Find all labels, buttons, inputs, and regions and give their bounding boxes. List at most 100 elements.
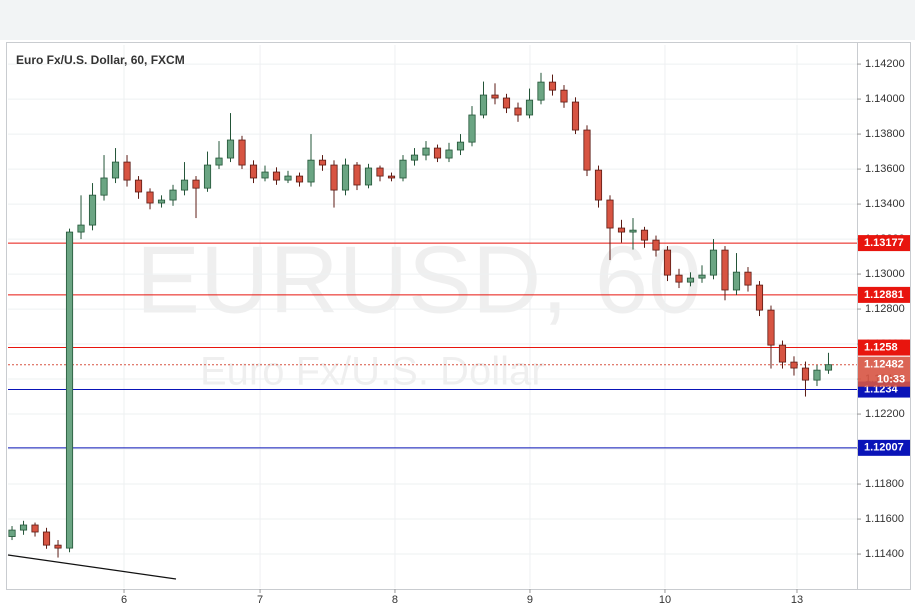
candle-body	[376, 167, 384, 177]
axes: 1.142001.140001.138001.136001.134001.132…	[121, 58, 910, 606]
candle-body	[721, 249, 729, 291]
y-tick-label: 1.11400	[865, 548, 904, 560]
y-tick-label: 1.14000	[865, 93, 905, 105]
candle-body	[19, 524, 28, 531]
candle-body	[813, 369, 821, 381]
candle-body	[123, 161, 131, 181]
candle-body	[238, 139, 246, 166]
candle-body	[571, 101, 580, 131]
candle-body	[77, 224, 85, 233]
candle-body	[215, 157, 223, 166]
countdown: 10:33	[877, 374, 905, 386]
candle-body	[652, 239, 660, 251]
candle-body	[318, 159, 327, 166]
candle-body	[422, 147, 430, 156]
candle-body	[675, 274, 683, 283]
candle-body	[42, 531, 51, 546]
candle-body	[387, 175, 396, 179]
candle-body	[755, 284, 764, 311]
candle-body	[111, 161, 120, 179]
watermark-symbol: EURUSD, 60	[136, 226, 702, 333]
candle-body	[100, 177, 108, 196]
candle-body	[295, 175, 304, 183]
candle-body	[353, 164, 361, 186]
candle-body	[709, 249, 718, 276]
candle-body	[560, 89, 568, 103]
candle-body	[261, 171, 269, 179]
candle-body	[698, 274, 706, 279]
candle-body	[640, 229, 649, 241]
top-bar	[0, 0, 915, 40]
candle-body	[65, 231, 74, 549]
candle-body	[617, 227, 626, 233]
candle-body	[146, 191, 154, 204]
candle-body	[778, 344, 787, 363]
candle-body	[341, 164, 350, 191]
y-tick-label: 1.14200	[865, 58, 905, 70]
candle-body	[272, 171, 281, 181]
candle-body	[629, 229, 637, 233]
candle-body	[134, 179, 143, 193]
candle-body	[433, 147, 442, 159]
candle-body	[491, 94, 499, 99]
y-tick-label: 1.13000	[865, 268, 905, 280]
candle-body	[192, 179, 200, 189]
y-tick-label: 1.13800	[865, 128, 905, 140]
candle-body	[502, 97, 511, 109]
level-tag	[858, 235, 910, 252]
watermark-description: Euro Fx/U.S. Dollar	[200, 350, 545, 394]
candle-body	[157, 199, 166, 204]
x-tick-label: 6	[121, 594, 127, 606]
candle-body	[744, 271, 752, 286]
x-tick-label: 8	[392, 594, 398, 606]
candle-body	[54, 544, 62, 549]
candle-body	[226, 139, 235, 159]
candle-body	[249, 164, 258, 179]
candle-body	[801, 367, 810, 381]
candle-body	[330, 164, 338, 191]
y-tick-label: 1.11600	[865, 513, 904, 525]
candle-body	[514, 107, 522, 116]
candle-body	[307, 159, 315, 183]
level-tag	[858, 439, 910, 456]
candle-body	[8, 529, 16, 537]
candle-body	[479, 94, 488, 116]
y-tick-label: 1.12800	[865, 303, 905, 315]
candle-body	[31, 524, 39, 533]
x-tick-label: 10	[659, 594, 671, 606]
candle-body	[537, 81, 545, 101]
candle-body	[284, 175, 292, 181]
level-tag-label: 1.12881	[864, 289, 904, 301]
candle-body	[686, 277, 695, 283]
candle-body	[445, 149, 453, 159]
candle-body	[203, 164, 212, 189]
candle-body	[790, 361, 798, 369]
candle-body	[583, 129, 591, 171]
candle-body	[548, 81, 557, 91]
candle-body	[468, 114, 476, 143]
level-tag-label: 1.1258	[864, 341, 898, 353]
candle-body	[410, 154, 419, 161]
y-tick-label: 1.13600	[865, 163, 905, 175]
candle-body	[767, 309, 775, 346]
x-tick-label: 9	[527, 594, 533, 606]
candle-body	[364, 167, 373, 186]
grid	[8, 45, 857, 588]
last-price-tag	[858, 356, 910, 387]
x-tick-label: 13	[791, 594, 803, 606]
y-tick-label: 1.11800	[865, 478, 904, 490]
candle-body	[525, 99, 534, 116]
candle-body	[88, 194, 97, 226]
candle-body	[594, 169, 603, 201]
level-tag	[858, 286, 910, 303]
candle-body	[399, 159, 407, 179]
candle-body	[456, 141, 465, 151]
chart-title: Euro Fx/U.S. Dollar, 60, FXCM	[16, 53, 185, 67]
level-tag	[858, 339, 910, 356]
candle-body	[180, 179, 189, 191]
candle-body	[663, 249, 672, 276]
y-tick-label: 1.13400	[865, 198, 905, 210]
candle-body	[606, 199, 614, 229]
